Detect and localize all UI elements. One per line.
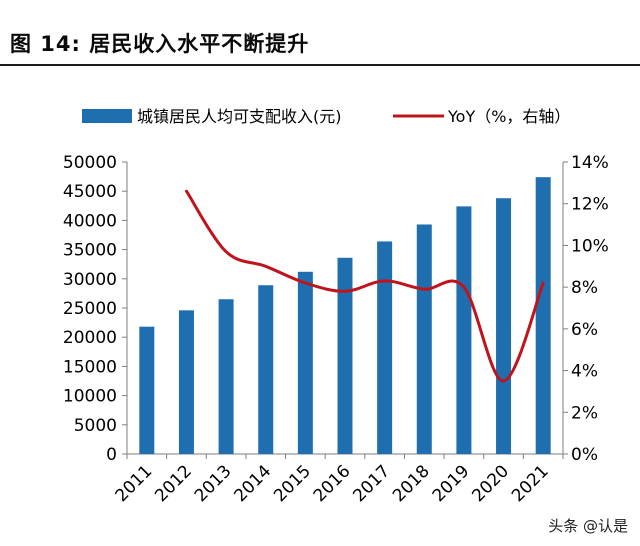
x-tick-label: 2021 <box>508 461 553 506</box>
legend-label-bar: 城镇居民人均可支配收入(元) <box>137 107 342 126</box>
x-tick-label: 2013 <box>191 461 236 506</box>
y-axis-right-ticks: 0% 2% 4% 6% 8% 10% 12% 14% <box>563 153 609 465</box>
y-left-tick-label: 5000 <box>74 416 117 436</box>
x-tick-label: 2011 <box>112 461 157 506</box>
y-left-tick-label: 15000 <box>63 357 117 377</box>
bar-2014 <box>258 285 274 454</box>
figure-header: 图 14: 居民收入水平不断提升 <box>0 0 640 66</box>
bar-2015 <box>297 271 313 454</box>
bar-2021 <box>535 177 551 454</box>
figure-title: 图 14: 居民收入水平不断提升 <box>10 32 310 56</box>
y-right-tick-label: 8% <box>571 278 598 298</box>
y-left-tick-label: 40000 <box>63 211 117 231</box>
x-tick-label: 2014 <box>231 461 276 506</box>
y-left-tick-label: 20000 <box>63 328 117 348</box>
y-left-tick-label: 10000 <box>63 387 117 407</box>
x-tick-label: 2018 <box>389 461 434 506</box>
bar-2016 <box>337 257 353 454</box>
watermark-text: 头条 @认是 <box>548 517 628 535</box>
yoy-line <box>185 189 545 383</box>
y-right-tick-label: 2% <box>571 403 598 423</box>
y-left-tick-label: 45000 <box>63 182 117 202</box>
y-left-tick-label: 35000 <box>63 241 117 261</box>
bar-2019 <box>456 206 472 454</box>
title-divider <box>0 64 640 66</box>
x-tick-label: 2017 <box>349 461 394 506</box>
y-right-tick-label: 6% <box>571 320 598 340</box>
y-right-tick-label: 12% <box>571 195 609 215</box>
y-axis-left-ticks: 0 5000 10000 15000 20000 25000 30000 35000 40000… <box>63 153 127 465</box>
y-left-tick-label: 0 <box>106 445 117 465</box>
line-series <box>185 189 545 383</box>
bar-2018 <box>416 224 432 454</box>
bar-2017 <box>377 241 393 454</box>
x-tick-label: 2012 <box>151 461 196 506</box>
y-left-tick-label: 50000 <box>63 153 117 173</box>
x-tick-label: 2016 <box>310 461 355 506</box>
y-right-tick-label: 4% <box>571 362 598 382</box>
x-axis-ticks: 2011201220132014201520162017201820192020… <box>112 461 553 506</box>
y-right-tick-label: 14% <box>571 153 609 173</box>
x-tick-label: 2020 <box>468 461 513 506</box>
bar-2020 <box>496 198 512 454</box>
y-left-tick-label: 25000 <box>63 299 117 319</box>
y-right-tick-label: 0% <box>571 445 598 465</box>
legend-label-line: YoY（%，右轴） <box>447 107 570 126</box>
bar-series <box>139 177 551 454</box>
chart-legend: 城镇居民人均可支配收入(元) YoY（%，右轴） <box>82 107 570 126</box>
x-tick-label: 2019 <box>429 461 474 506</box>
legend-swatch-bar <box>82 109 132 123</box>
x-tick-label: 2015 <box>270 461 315 506</box>
y-right-tick-label: 10% <box>571 236 609 256</box>
bar-2013 <box>218 299 234 454</box>
bar-2012 <box>178 310 194 454</box>
bar-2011 <box>139 326 155 454</box>
y-left-tick-label: 30000 <box>63 270 117 290</box>
